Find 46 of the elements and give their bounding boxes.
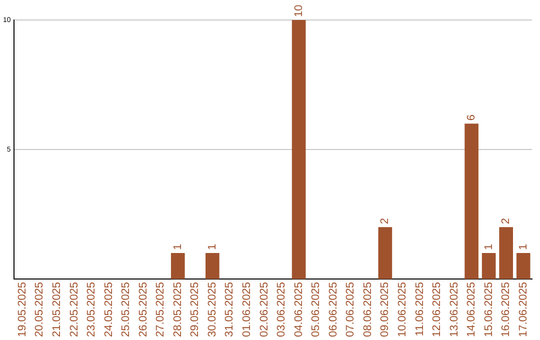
x-tick-label: 14.06.2025 <box>466 282 478 338</box>
bar <box>378 227 392 279</box>
x-tick-label: 08.06.2025 <box>362 282 374 338</box>
x-tick-label: 02.06.2025 <box>258 282 270 338</box>
x-tick-label: 11.06.2025 <box>414 282 426 336</box>
bar <box>292 20 306 279</box>
x-tick-label: 05.06.2025 <box>310 282 322 338</box>
x-tick-label: 10.06.2025 <box>396 282 408 338</box>
bar <box>464 124 478 279</box>
x-tick-label: 29.05.2025 <box>189 282 202 338</box>
x-tick-label: 17.06.2025 <box>517 282 530 338</box>
x-tick-label: 25.05.2025 <box>120 282 132 338</box>
x-tick-label: 31.05.2025 <box>224 282 236 338</box>
data-label: 2 <box>500 218 512 224</box>
x-tick-label: 06.06.2025 <box>327 282 340 338</box>
x-tick-label: 30.05.2025 <box>206 282 218 338</box>
x-tick-label: 23.05.2025 <box>86 282 98 338</box>
data-label: 1 <box>206 244 218 250</box>
x-tick-label: 24.05.2025 <box>102 282 115 338</box>
bar <box>206 253 220 279</box>
x-tick-label: 28.05.2025 <box>172 282 184 338</box>
x-tick-label: 01.06.2025 <box>241 282 254 338</box>
x-tick-label: 27.05.2025 <box>154 282 167 338</box>
x-tick-label: 12.06.2025 <box>431 282 444 338</box>
data-label: 10 <box>292 4 305 17</box>
x-tick-label: 22.05.2025 <box>68 282 80 338</box>
data-label: 1 <box>172 244 184 250</box>
x-tick-label: 21.05.2025 <box>51 282 63 338</box>
x-tick-label: 07.06.2025 <box>344 282 357 338</box>
data-label: 1 <box>482 244 495 250</box>
x-tick-label: 15.06.2025 <box>482 282 495 338</box>
bar <box>170 253 185 279</box>
x-tick-label: 26.05.2025 <box>137 282 150 338</box>
x-tick-label: 04.06.2025 <box>292 282 305 338</box>
x-tick-label: 16.06.2025 <box>500 282 512 338</box>
x-tick-label: 19.05.2025 <box>16 282 28 338</box>
bar <box>482 253 496 279</box>
x-tick-label: 03.06.2025 <box>276 282 288 338</box>
data-label: 6 <box>466 114 478 121</box>
bar <box>499 227 513 279</box>
data-label: 1 <box>517 244 530 250</box>
x-tick-label: 09.06.2025 <box>379 282 392 338</box>
bar <box>516 253 530 279</box>
data-label: 2 <box>379 218 392 224</box>
x-tick-label: 20.05.2025 <box>34 282 46 338</box>
x-tick-label: 13.06.2025 <box>448 282 460 338</box>
